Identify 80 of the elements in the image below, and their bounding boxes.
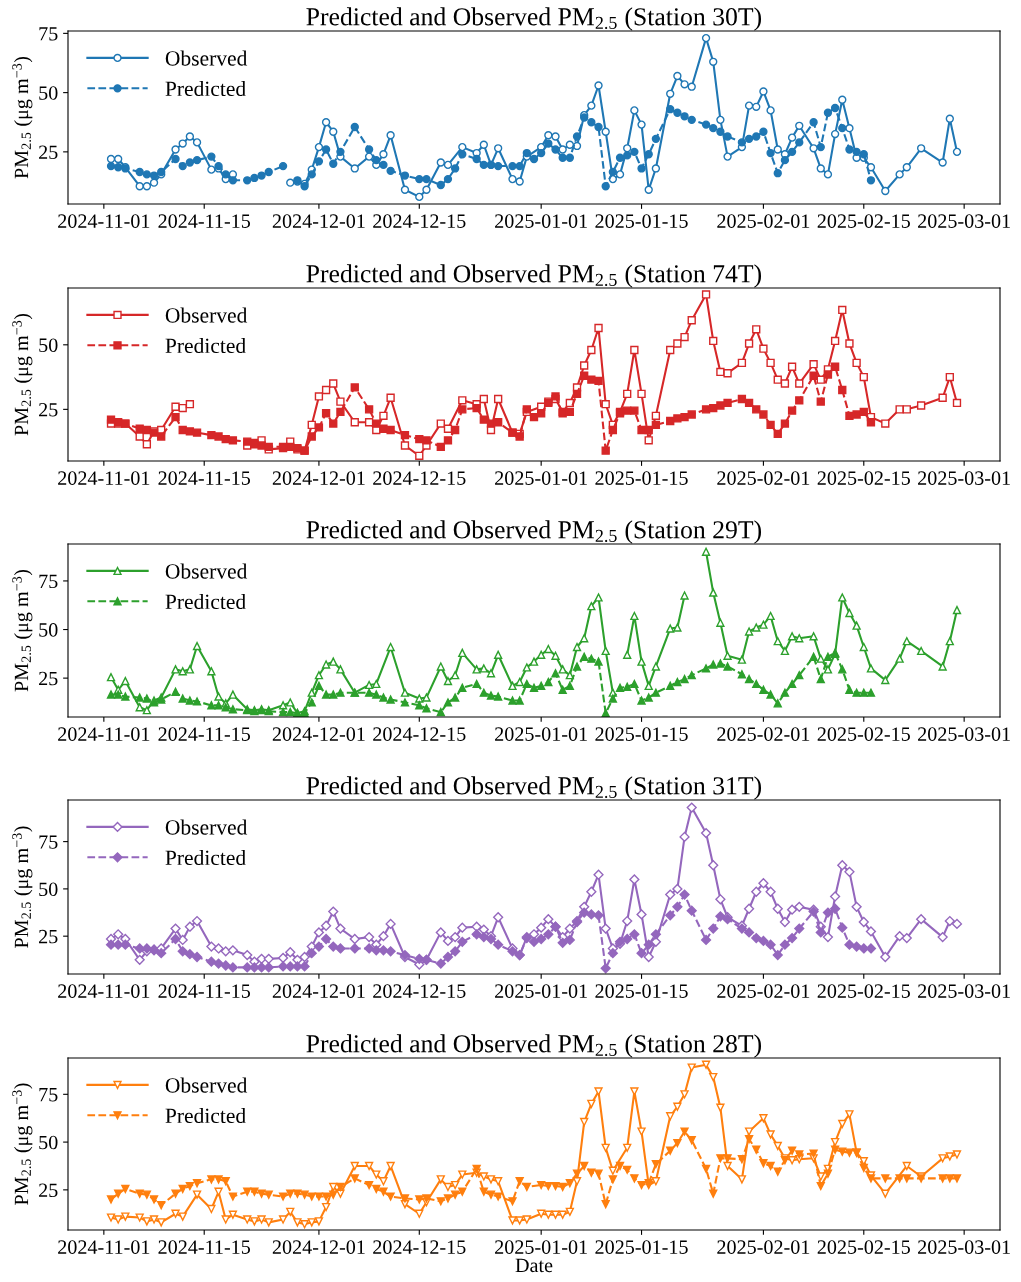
y-axis-title: PM$_{2.5}$ (μg m$^{−3}$) [12, 826, 33, 948]
x-tick-label: 2025-02-15 [817, 1240, 910, 1254]
y-tick-label: 50 [39, 882, 58, 897]
x-tick-label: 2025-02-15 [817, 214, 910, 228]
legend-label: Observed [165, 50, 248, 66]
y-tick-label: 75 [39, 835, 58, 849]
x-tick-label: 2025-02-01 [717, 727, 810, 741]
x-tick-label: 2024-12-15 [373, 727, 466, 741]
x-tick-label: 2024-12-01 [272, 727, 365, 741]
y-tick-label: 75 [39, 1088, 58, 1102]
y-axis-title: PM$_{2.5}$ (μg m$^{−3}$) [12, 569, 33, 692]
x-tick-label: 2025-01-01 [495, 727, 587, 741]
chart-title: Predicted and Observed PM$_{2.5}$ (Station 30T) [306, 7, 762, 31]
x-tick-label: 2025-01-15 [595, 727, 688, 741]
y-tick-label: 75 [39, 574, 58, 589]
y-tick-label: 25 [39, 403, 58, 417]
x-tick-label: 2024-12-15 [373, 214, 466, 228]
y-axis-title: PM$_{2.5}$ (μg m$^{−3}$) [12, 56, 33, 179]
y-tick-label: 50 [39, 86, 58, 100]
x-tick-label: 2024-12-15 [373, 984, 466, 998]
x-tick-label: 2025-02-01 [717, 471, 810, 485]
x-tick-label: 2024-11-01 [58, 471, 150, 485]
x-tick-label: 2025-01-01 [495, 471, 587, 485]
x-tick-label: 2025-03-01 [918, 727, 1010, 741]
y-tick-label: 50 [39, 623, 58, 637]
legend-label: Predicted [165, 593, 246, 610]
x-tick-label: 2025-01-15 [595, 984, 688, 998]
x-tick-label: 2025-01-15 [595, 471, 688, 485]
x-tick-label: 2025-01-01 [495, 1240, 587, 1254]
chart-title: Predicted and Observed PM$_{2.5}$ (Station 74T) [306, 264, 762, 288]
chart-title: Predicted and Observed PM$_{2.5}$ (Station 28T) [306, 1034, 762, 1058]
x-tick-label: 2025-02-01 [717, 1240, 810, 1254]
y-tick-label: 75 [39, 27, 58, 41]
x-tick-label: 2024-11-15 [158, 727, 251, 741]
legend-label: Predicted [165, 337, 246, 354]
legend-label: Observed [165, 1077, 248, 1093]
x-tick-label: 2025-02-15 [817, 471, 910, 485]
x-tick-label: 2024-12-01 [272, 471, 365, 485]
x-tick-label: 2025-02-01 [717, 214, 810, 228]
x-tick-label: 2025-01-01 [495, 984, 587, 998]
y-tick-label: 50 [39, 1135, 58, 1150]
x-tick-label: 2024-11-15 [158, 984, 251, 998]
x-tick-label: 2025-01-01 [495, 214, 587, 228]
x-tick-label: 2024-12-01 [272, 214, 365, 228]
y-tick-label: 50 [39, 338, 58, 352]
x-tick-label: 2025-03-01 [918, 984, 1010, 998]
x-tick-label: 2025-01-15 [595, 214, 688, 228]
x-tick-label: 2024-12-15 [373, 1240, 466, 1254]
y-tick-label: 25 [39, 1183, 58, 1198]
legend-label: Predicted [165, 80, 246, 97]
x-tick-label: 2024-11-01 [58, 984, 150, 998]
x-tick-label: 2025-02-15 [817, 727, 910, 741]
x-axis-title: Date [515, 1258, 553, 1273]
legend-label: Predicted [165, 1107, 246, 1124]
y-tick-label: 25 [39, 145, 58, 160]
legend-label: Observed [165, 563, 248, 579]
y-tick-label: 25 [39, 929, 58, 944]
legend-label: Observed [165, 819, 248, 835]
x-tick-label: 2024-12-01 [272, 984, 365, 998]
x-tick-label: 2024-11-01 [58, 727, 150, 741]
x-tick-label: 2025-02-15 [817, 984, 910, 998]
y-tick-label: 25 [39, 671, 58, 686]
x-tick-label: 2024-11-15 [158, 471, 251, 485]
y-axis-title: PM$_{2.5}$ (μg m$^{−3}$) [12, 1083, 33, 1205]
chart-title: Predicted and Observed PM$_{2.5}$ (Station 29T) [306, 520, 762, 544]
x-tick-label: 2025-03-01 [918, 1240, 1010, 1254]
x-tick-label: 2024-11-01 [58, 1240, 150, 1254]
x-tick-label: 2024-11-01 [58, 214, 150, 228]
x-tick-label: 2024-12-01 [272, 1240, 365, 1254]
y-axis-title: PM$_{2.5}$ (μg m$^{−3}$) [12, 313, 33, 436]
x-tick-label: 2024-12-15 [373, 471, 466, 485]
x-tick-label: 2025-03-01 [918, 471, 1010, 485]
legend-label: Observed [165, 307, 248, 323]
x-tick-label: 2025-02-01 [717, 984, 810, 998]
legend-label: Predicted [165, 849, 246, 866]
x-tick-label: 2024-11-15 [158, 214, 251, 228]
chart-title: Predicted and Observed PM$_{2.5}$ (Station 31T) [306, 776, 762, 800]
x-tick-label: 2024-11-15 [158, 1240, 251, 1254]
x-tick-label: 2025-01-15 [595, 1240, 688, 1254]
x-tick-label: 2025-03-01 [918, 214, 1010, 228]
